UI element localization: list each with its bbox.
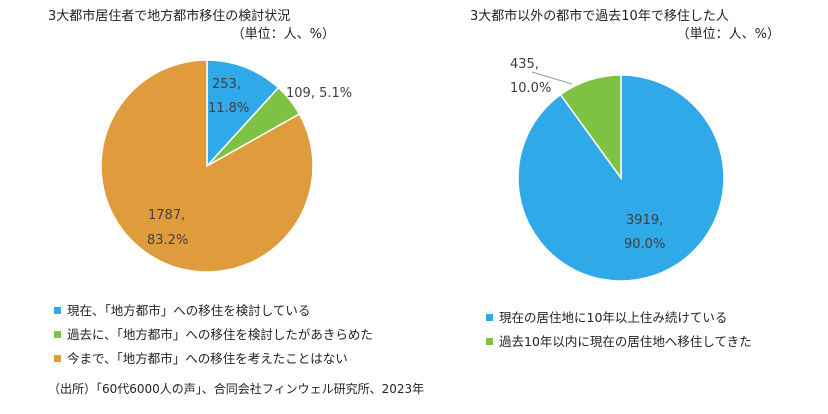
chart-1-label-0-value: 253, [212,77,241,92]
chart-1-legend-swatch-1 [54,331,61,338]
chart-2-legend-label-1: 過去10年以内に現在の居住地へ移住してきた [499,334,752,349]
chart-2-label-1-value: 435, [510,57,539,72]
chart-1-slice-2 [100,59,314,273]
chart-2-legend-swatch-1 [486,338,493,345]
chart-1-label-2-percent: 83.2% [147,233,188,248]
chart-1-legend-label-2: 今まで、「地方都市」への移住を考えたことはない [67,351,348,366]
chart-1-legend-swatch-0 [54,307,61,314]
chart-1-legend-label-1: 過去に、「地方都市」への移住を検討したがあきらめた [67,327,373,342]
chart-2-legend-swatch-0 [486,314,493,321]
chart-1: 3大都市居住者で地方都市移住の検討状況 （単位：人、%） 253, 11.8% … [48,8,373,366]
chart-2-leader-line [531,71,573,85]
chart-1-legend-swatch-2 [54,355,61,362]
chart-2-subtitle: （単位：人、%） [677,26,780,42]
chart-2-slice-1 [559,74,622,181]
chart-1-legend-label-0: 現在、「地方都市」への移住を検討している [67,303,310,318]
chart-1-label-2-value: 1787, [148,208,185,223]
chart-2: 3大都市以外の都市で過去10年で移住した人 （単位：人、%） 435, 10.0… [470,8,780,349]
chart-1-subtitle: （単位：人、%） [232,26,335,42]
chart-2-label-1-percent: 10.0% [510,81,551,96]
chart-1-slice-0 [206,59,280,168]
chart-2-label-0-value: 3919, [626,213,663,228]
source-note: （出所）「60代6000人の声」、合同会社フィンウェル研究所、2023年 [48,381,424,396]
chart-2-title: 3大都市以外の都市で過去10年で移住した人 [470,8,729,24]
chart-2-label-0-percent: 90.0% [624,237,665,252]
chart-2-legend-label-0: 現在の居住地に10年以上住み続けている [499,310,727,325]
chart-1-label-0-percent: 11.8% [208,101,249,116]
chart-2-legend: 現在の居住地に10年以上住み続けている 過去10年以内に現在の居住地へ移住してき… [486,310,752,349]
chart-1-title: 3大都市居住者で地方都市移住の検討状況 [48,8,290,24]
chart-1-legend: 現在、「地方都市」への移住を検討している 過去に、「地方都市」への移住を検討した… [54,303,373,366]
chart-1-label-1: 109, 5.1% [286,86,352,101]
